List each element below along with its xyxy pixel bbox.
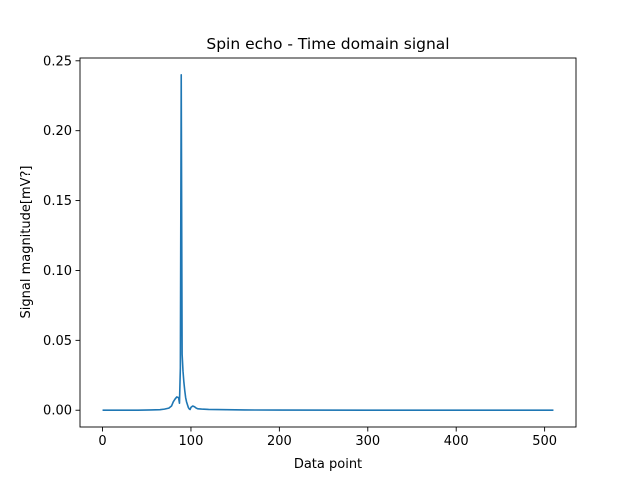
axes-frame [79, 57, 577, 428]
series-line-0 [102, 73, 554, 412]
y-tick-label: 0.25 [43, 54, 72, 69]
x-tick-label: 400 [444, 434, 469, 449]
x-tick-label: 200 [267, 434, 292, 449]
plot-area: 0 100 200 300 400 500 0.00 0.05 0.10 0.15 0.20 0.25 [43, 54, 577, 449]
x-tick-label: 300 [355, 434, 380, 449]
x-axis-title: Data point [294, 457, 362, 472]
x-tick-label: 500 [532, 434, 557, 449]
y-axis-title: Signal magnitude[mV?] [19, 166, 34, 319]
y-tick-label: 0.20 [43, 124, 72, 139]
y-tick-label: 0.15 [43, 194, 72, 209]
chart-title: Spin echo - Time domain signal [206, 35, 449, 53]
y-tick-label: 0.05 [43, 334, 72, 349]
y-tick-label: 0.10 [43, 264, 72, 279]
x-tick-label: 0 [98, 434, 106, 449]
y-tick-label: 0.00 [43, 404, 72, 419]
x-tick-label: 100 [179, 434, 204, 449]
